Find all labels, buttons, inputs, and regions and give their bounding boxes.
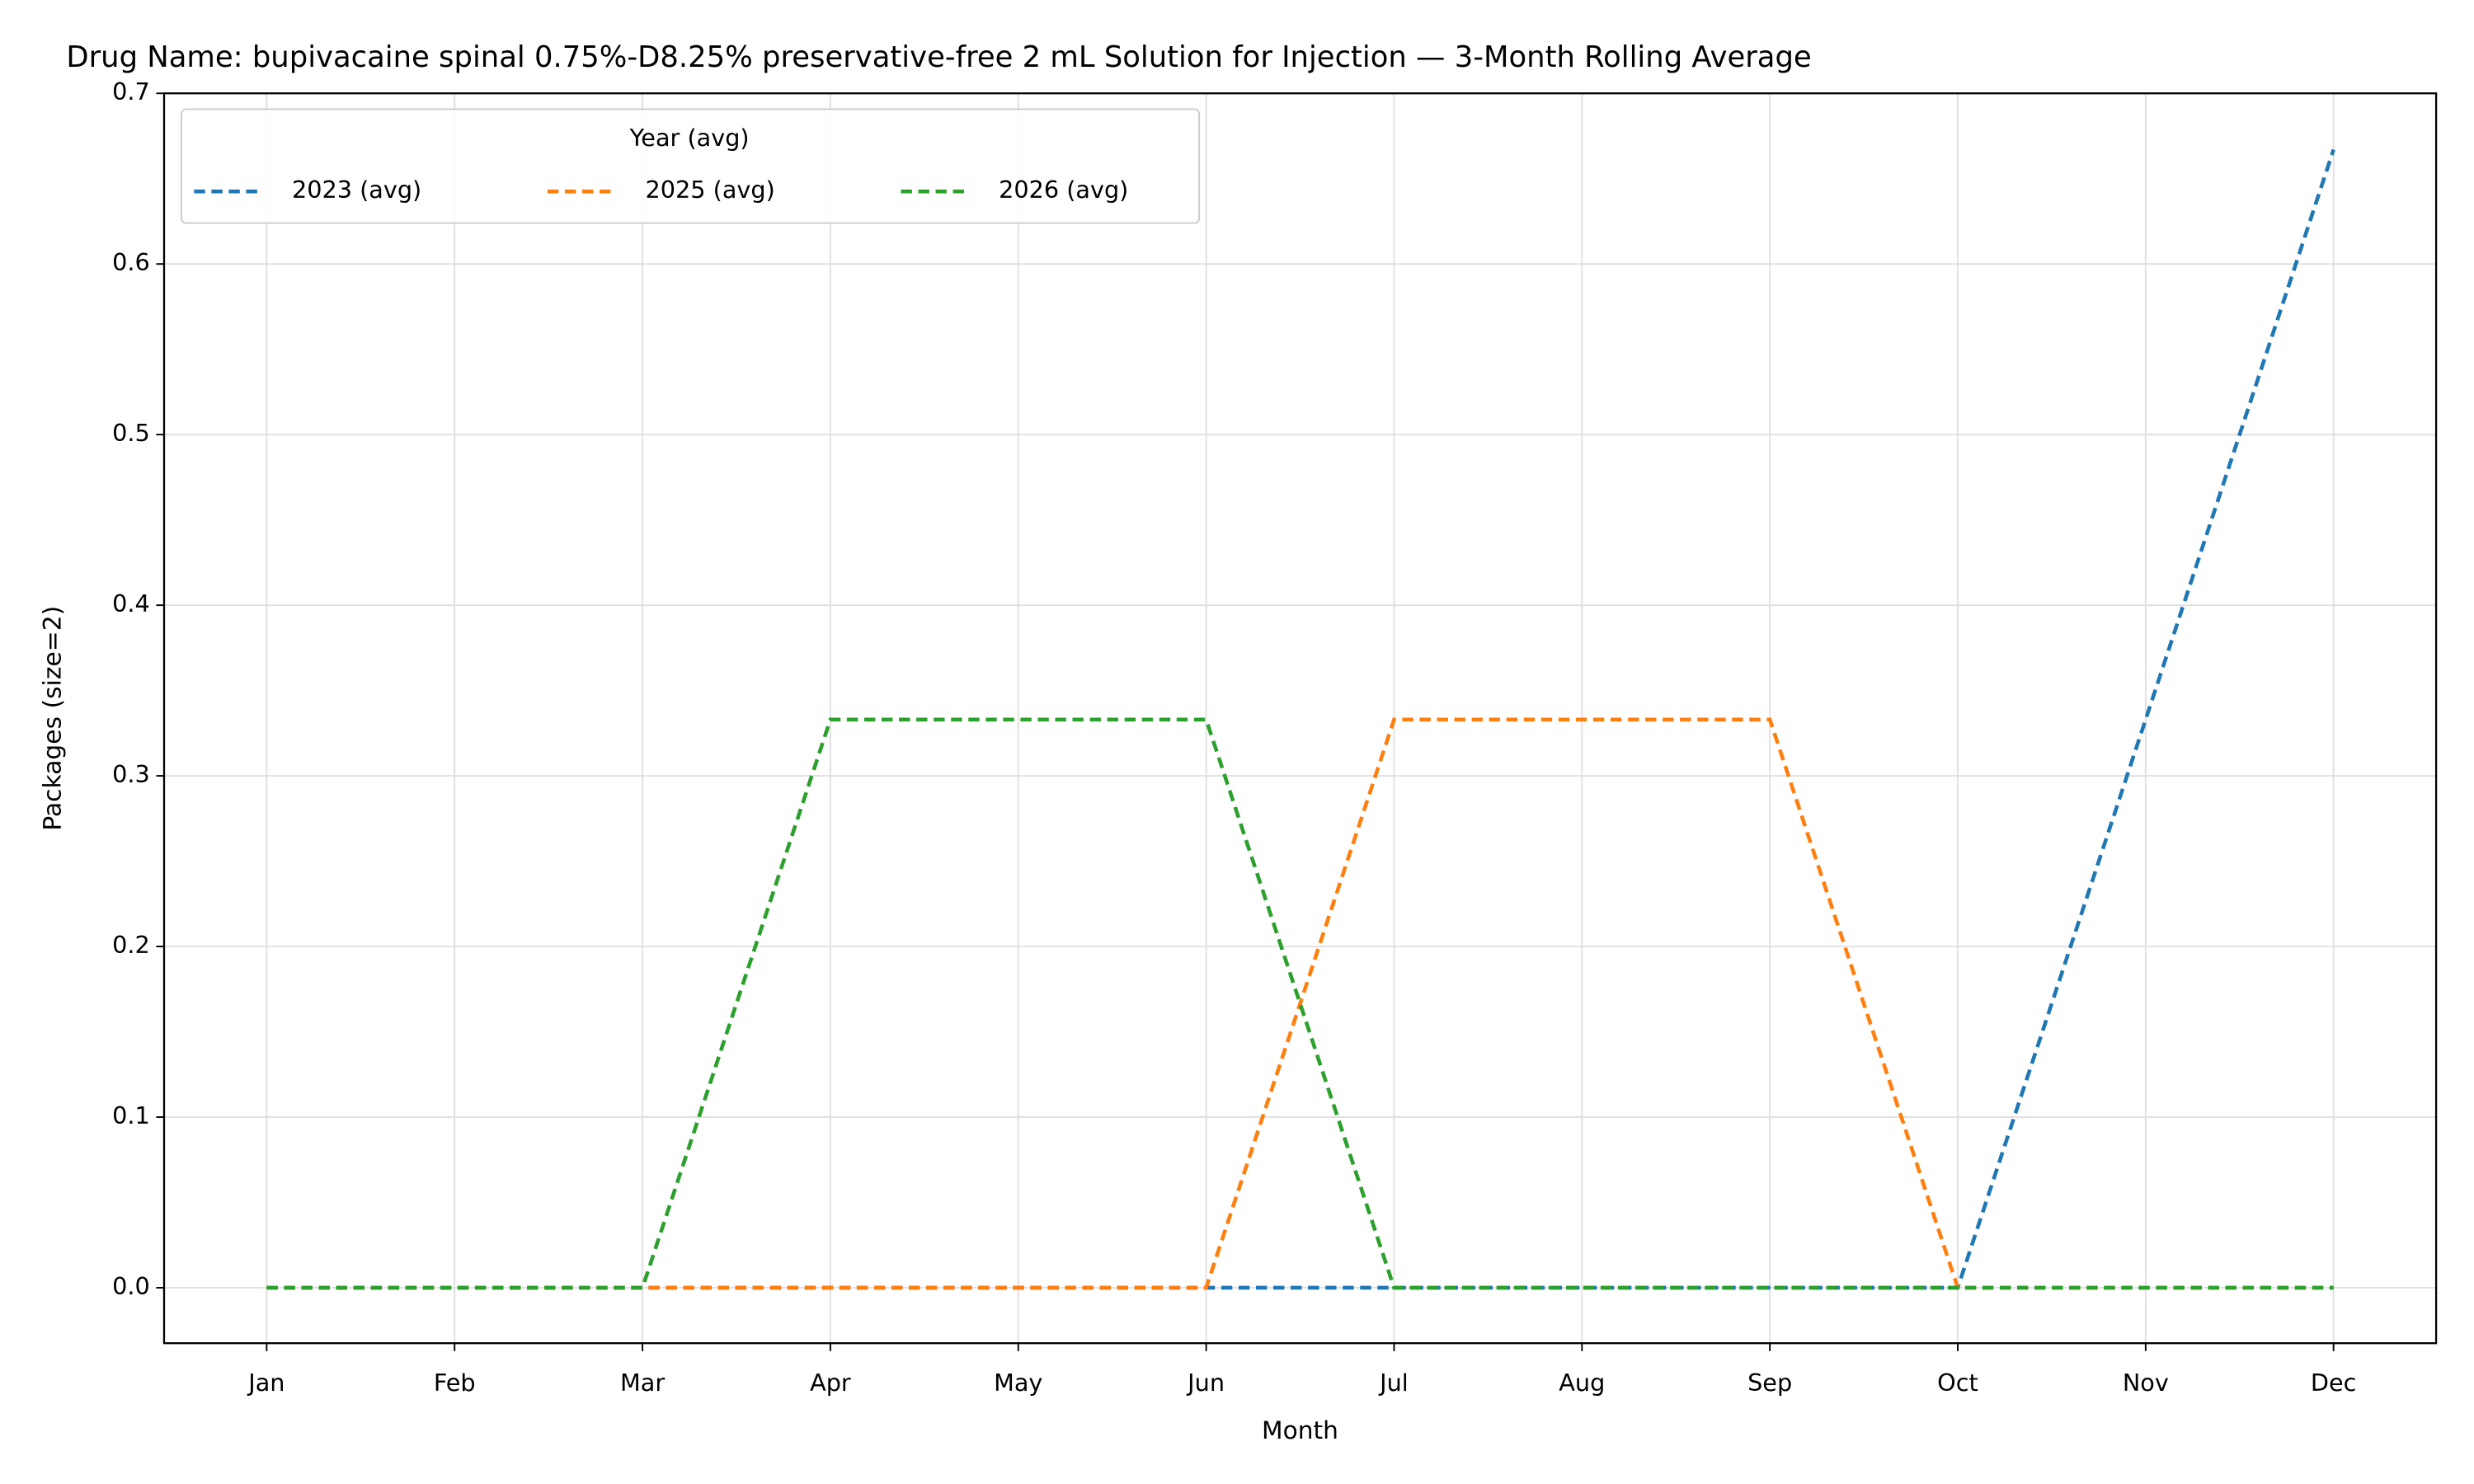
y-tick-label: 0.3 xyxy=(112,760,150,788)
x-tick-label: Nov xyxy=(2123,1369,2169,1397)
y-tick-label: 0.7 xyxy=(112,77,150,106)
x-tick-label: Jun xyxy=(1186,1369,1225,1397)
x-tick-label: Dec xyxy=(2311,1369,2357,1397)
legend: Year (avg) 2023 (avg) 2025 (avg) 2026 (avg) xyxy=(181,108,1201,224)
x-tick-label: Apr xyxy=(810,1369,851,1397)
line-series xyxy=(266,148,2335,1290)
legend-label: 2023 (avg) xyxy=(292,176,421,204)
x-tick-label: Feb xyxy=(434,1369,476,1397)
x-tick-label: Mar xyxy=(620,1369,665,1397)
line-series xyxy=(266,717,2334,1290)
x-tick-label: Oct xyxy=(1937,1369,1978,1397)
y-tick-label: 0.2 xyxy=(112,931,150,959)
y-tick-label: 0.4 xyxy=(112,589,150,618)
plot-frame xyxy=(162,92,2438,1345)
x-tick-label: Jul xyxy=(1378,1369,1409,1397)
x-tick-label: Jan xyxy=(247,1369,285,1397)
legend-label: 2026 (avg) xyxy=(999,176,1128,204)
x-axis-label: Month xyxy=(1262,1416,1338,1445)
x-tick-label: Sep xyxy=(1747,1369,1792,1397)
chart-title: Drug Name: bupivacaine spinal 0.75%-D8.2… xyxy=(66,40,1811,74)
x-tick-label: May xyxy=(994,1369,1042,1397)
legend-title: Year (avg) xyxy=(629,124,750,152)
y-axis-label: Packages (size=2) xyxy=(39,606,68,831)
x-tick-label: Aug xyxy=(1559,1369,1605,1397)
y-tick-label: 0.1 xyxy=(112,1101,150,1129)
legend-label: 2025 (avg) xyxy=(646,176,775,204)
y-tick-label: 0.0 xyxy=(112,1272,150,1300)
y-tick-label: 0.6 xyxy=(112,248,150,276)
y-tick-label: 0.5 xyxy=(112,419,150,447)
line-series xyxy=(266,717,2334,1290)
legend-box xyxy=(181,108,1201,224)
